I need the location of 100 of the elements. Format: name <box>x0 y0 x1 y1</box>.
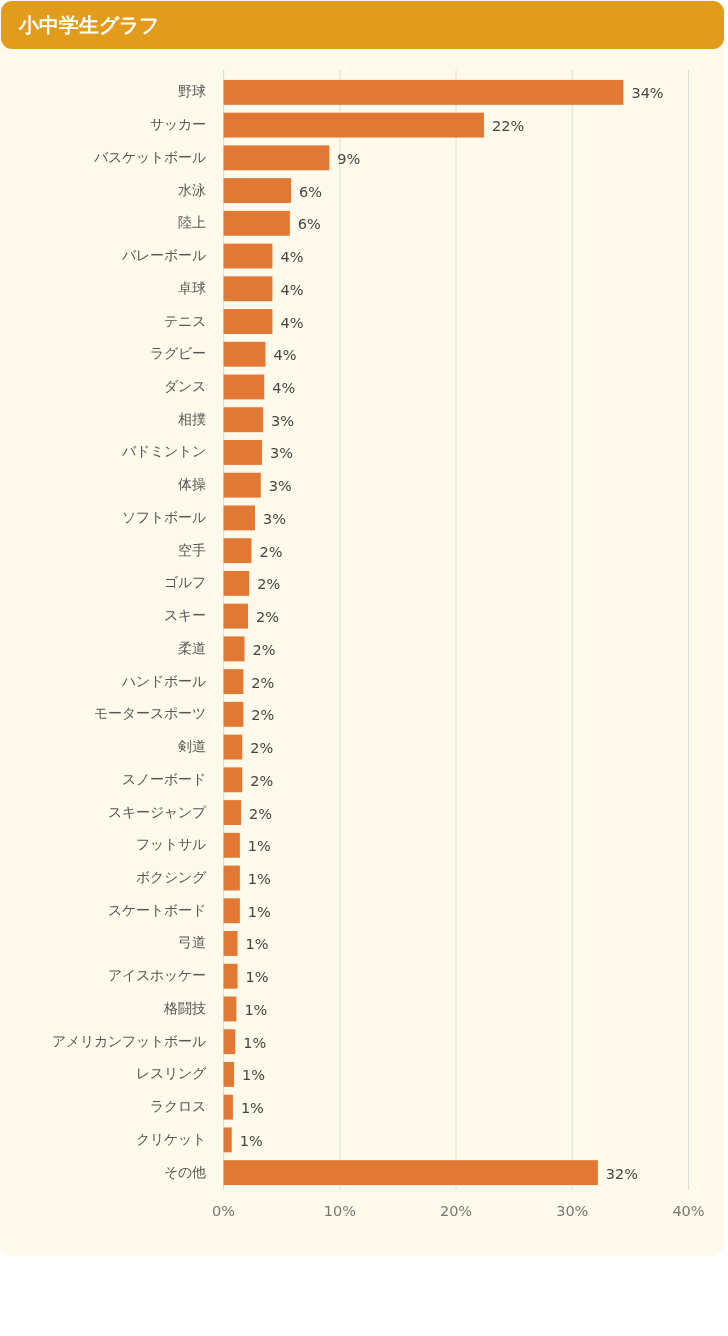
bar <box>223 538 252 564</box>
y-tick-label: アイスホッケー <box>107 967 206 984</box>
y-tick-label: ラグビー <box>149 345 206 362</box>
y-tick-label: アメリカンフットボール <box>51 1032 206 1049</box>
y-tick-label: その他 <box>163 1163 206 1180</box>
data-label: 1% <box>244 1001 268 1018</box>
y-tick-label: 卓球 <box>177 279 206 296</box>
bar <box>223 1160 598 1186</box>
y-tick-label: 陸上 <box>177 214 206 231</box>
bar <box>223 210 290 236</box>
bar <box>223 112 484 138</box>
data-label: 4% <box>280 314 304 331</box>
bar <box>223 505 255 531</box>
data-label: 1% <box>242 1067 266 1084</box>
y-tick-label: ハンドボール <box>120 672 206 689</box>
bar <box>223 1094 233 1120</box>
bar <box>223 734 243 760</box>
data-label: 1% <box>245 936 269 953</box>
y-tick-label: 水泳 <box>177 181 206 198</box>
y-tick-label: ゴルフ <box>163 574 206 591</box>
data-label: 1% <box>240 1100 264 1117</box>
bar <box>223 603 249 629</box>
data-label: 2% <box>256 609 280 626</box>
x-tick-label: 40% <box>672 1203 705 1219</box>
y-tick-label: ダンス <box>163 377 206 394</box>
y-tick-label: テニス <box>163 312 206 329</box>
bar <box>223 178 292 204</box>
bar <box>223 309 273 334</box>
bar <box>223 1127 232 1153</box>
y-tick-label: 剣道 <box>177 738 206 755</box>
y-tick-label: 野球 <box>177 83 206 100</box>
data-label: 6% <box>297 216 321 233</box>
bar <box>223 570 250 596</box>
data-label: 1% <box>247 838 271 855</box>
data-label: 3% <box>268 478 292 495</box>
bar <box>223 636 245 662</box>
y-tick-label: バスケットボール <box>92 148 206 165</box>
y-tick-label: スケートボード <box>107 901 206 918</box>
bar <box>223 996 237 1022</box>
y-tick-label: モータースポーツ <box>93 705 206 722</box>
data-label: 2% <box>250 772 274 789</box>
data-label: 4% <box>280 249 304 266</box>
bar <box>223 341 266 367</box>
y-tick-label: サッカー <box>149 116 206 133</box>
bar <box>223 374 265 400</box>
y-tick-label: 柔道 <box>177 639 206 656</box>
bar <box>223 701 244 727</box>
data-label: 32% <box>605 1165 639 1182</box>
data-label: 2% <box>257 576 281 593</box>
data-label: 2% <box>251 707 275 724</box>
y-tick-label: 格闘技 <box>162 999 206 1016</box>
data-label: 6% <box>299 183 323 200</box>
data-label: 3% <box>269 445 293 462</box>
y-tick-label: バレーボール <box>120 247 206 264</box>
y-tick-label: ボクシング <box>135 869 207 886</box>
bar <box>223 898 240 924</box>
data-label: 34% <box>631 85 664 102</box>
bar <box>223 800 242 825</box>
data-label: 1% <box>243 1034 267 1051</box>
data-label: 3% <box>262 510 286 527</box>
data-label: 2% <box>249 805 273 822</box>
y-tick-label: スキージャンプ <box>107 803 207 820</box>
bar <box>223 79 624 105</box>
chart-title: 小中学生グラフ <box>18 13 159 37</box>
bar <box>223 832 240 858</box>
data-label: 22% <box>491 118 525 135</box>
data-label: 1% <box>247 871 271 888</box>
bar <box>223 767 243 793</box>
y-tick-label: スノーボード <box>121 770 206 787</box>
data-label: 2% <box>259 543 283 560</box>
y-tick-label: ラクロス <box>149 1098 206 1115</box>
bar <box>223 243 273 269</box>
data-label: 3% <box>271 412 295 429</box>
x-tick-label: 0% <box>212 1203 236 1219</box>
bar <box>223 669 244 695</box>
data-label: 4% <box>280 281 304 298</box>
y-tick-label: バドミントン <box>120 443 206 460</box>
data-label: 1% <box>247 903 271 920</box>
y-tick-label: レスリング <box>135 1065 207 1082</box>
data-label: 2% <box>250 740 274 757</box>
y-tick-label: ソフトボール <box>121 508 206 525</box>
bar <box>223 1029 236 1055</box>
x-tick-label: 20% <box>439 1203 473 1219</box>
data-label: 4% <box>273 347 297 364</box>
y-tick-label: フットサル <box>135 836 206 853</box>
bar <box>223 865 240 891</box>
data-label: 4% <box>272 379 296 396</box>
bar <box>223 407 264 433</box>
data-label: 1% <box>245 969 269 986</box>
y-tick-label: クリケット <box>135 1130 206 1147</box>
y-tick-label: 弓道 <box>177 934 206 951</box>
data-label: 9% <box>337 150 361 167</box>
x-tick-label: 30% <box>556 1203 589 1219</box>
bar <box>223 963 238 989</box>
y-tick-label: 体操 <box>177 476 206 493</box>
data-label: 2% <box>252 641 276 658</box>
bar <box>223 145 330 171</box>
bar <box>223 440 262 465</box>
x-tick-label: 10% <box>323 1203 356 1219</box>
bar <box>223 931 238 956</box>
